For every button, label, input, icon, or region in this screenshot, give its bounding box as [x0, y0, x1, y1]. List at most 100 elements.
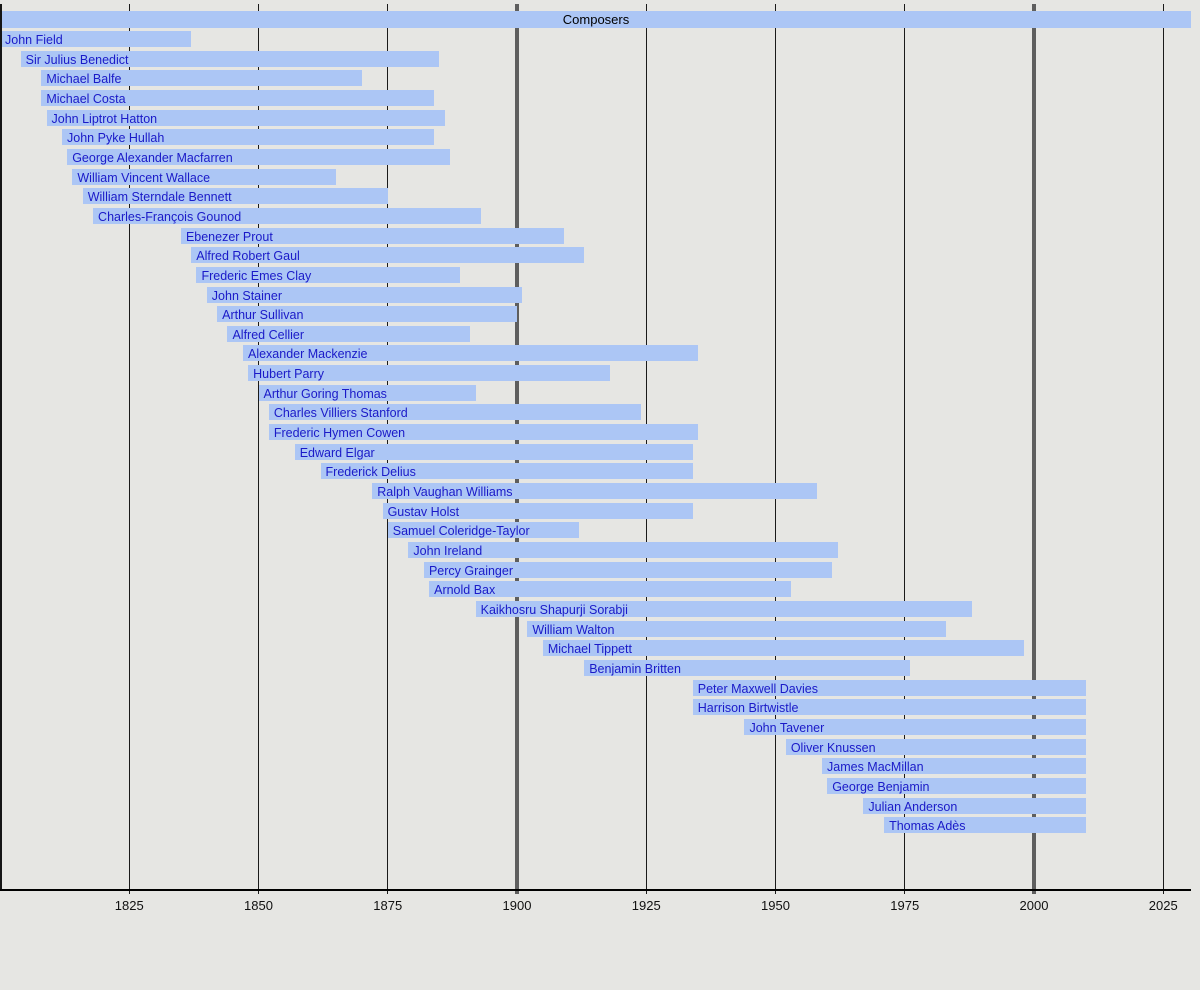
- bar-george-alexander-macfarren: George Alexander Macfarren: [67, 148, 450, 165]
- label-benjamin-britten[interactable]: Benjamin Britten: [589, 661, 681, 676]
- label-john-pyke-hullah[interactable]: John Pyke Hullah: [67, 131, 165, 146]
- bar-michael-costa: Michael Costa: [41, 89, 435, 106]
- bar-julian-anderson: Julian Anderson: [863, 797, 1086, 814]
- bar-alexander-mackenzie: Alexander Mackenzie: [242, 345, 698, 362]
- axis-label-1900: 1900: [502, 898, 532, 913]
- label-gustav-holst[interactable]: Gustav Holst: [387, 504, 460, 519]
- bar-michael-tippett: Michael Tippett: [542, 640, 1024, 657]
- label-michael-costa[interactable]: Michael Costa: [46, 91, 126, 106]
- label-george-alexander-macfarren[interactable]: George Alexander Macfarren: [72, 150, 233, 165]
- label-kaikhosru-shapurji-sorabji[interactable]: Kaikhosru Shapurji Sorabji: [480, 602, 628, 617]
- bar-hubert-parry: Hubert Parry: [248, 365, 611, 382]
- label-john-ireland[interactable]: John Ireland: [413, 544, 483, 559]
- bar-william-walton: William Walton: [527, 620, 947, 637]
- bar-sir-julius-benedict: Sir Julius Benedict: [20, 50, 440, 67]
- bar-alfred-cellier: Alfred Cellier: [227, 325, 471, 342]
- axis-label-1850: 1850: [244, 898, 273, 913]
- bar-john-liptrot-hatton: John Liptrot Hatton: [46, 109, 445, 126]
- axis-baseline: [0, 889, 1191, 891]
- label-alfred-robert-gaul[interactable]: Alfred Robert Gaul: [196, 249, 300, 264]
- bar-arnold-bax: Arnold Bax: [429, 581, 791, 598]
- axis-label-2000: 2000: [1019, 898, 1049, 913]
- bar-charles-villiers-stanford: Charles Villiers Stanford: [268, 404, 642, 421]
- bar-james-macmillan: James MacMillan: [822, 758, 1086, 775]
- gridline-2025: [1162, 4, 1164, 894]
- axis-label-1825: 1825: [114, 898, 144, 913]
- label-william-walton[interactable]: William Walton: [532, 622, 615, 637]
- timeline-title: Composers: [562, 12, 630, 27]
- gridline-1975: [904, 4, 906, 894]
- label-john-tavener[interactable]: John Tavener: [749, 720, 825, 735]
- label-edward-elgar[interactable]: Edward Elgar: [299, 445, 375, 460]
- label-percy-grainger[interactable]: Percy Grainger: [428, 563, 513, 578]
- bar-michael-balfe: Michael Balfe: [41, 70, 362, 87]
- label-michael-tippett[interactable]: Michael Tippett: [547, 642, 632, 657]
- bar-john-tavener: John Tavener: [744, 718, 1086, 735]
- bar-edward-elgar: Edward Elgar: [294, 443, 693, 460]
- label-john-liptrot-hatton[interactable]: John Liptrot Hatton: [51, 111, 158, 126]
- label-arnold-bax[interactable]: Arnold Bax: [434, 583, 496, 598]
- gridline-1950: [775, 4, 776, 894]
- axis-label-1950: 1950: [761, 898, 790, 913]
- label-james-macmillan[interactable]: James MacMillan: [827, 760, 924, 775]
- label-john-field[interactable]: John Field: [5, 33, 63, 47]
- axis-label-1875: 1875: [373, 898, 403, 913]
- bar-alfred-robert-gaul: Alfred Robert Gaul: [191, 247, 585, 264]
- bar-ebenezer-prout: Ebenezer Prout: [180, 227, 564, 244]
- label-sir-julius-benedict[interactable]: Sir Julius Benedict: [25, 52, 129, 67]
- label-ralph-vaughan-williams[interactable]: Ralph Vaughan Williams: [377, 485, 513, 500]
- label-thomas-ad-s[interactable]: Thomas Adès: [889, 819, 966, 834]
- bar-thomas-ad-s: Thomas Adès: [884, 817, 1086, 834]
- bar-john-stainer: John Stainer: [206, 286, 523, 303]
- label-arthur-goring-thomas[interactable]: Arthur Goring Thomas: [263, 386, 387, 401]
- label-charles-villiers-stanford[interactable]: Charles Villiers Stanford: [273, 406, 408, 421]
- bar-oliver-knussen: Oliver Knussen: [785, 738, 1086, 755]
- bar-charles-fran-ois-gounod: Charles-François Gounod: [93, 207, 481, 224]
- bar-frederic-emes-clay: Frederic Emes Clay: [196, 266, 461, 283]
- bar-peter-maxwell-davies: Peter Maxwell Davies: [692, 679, 1086, 696]
- label-peter-maxwell-davies[interactable]: Peter Maxwell Davies: [697, 681, 818, 696]
- bar-john-ireland: John Ireland: [408, 542, 838, 559]
- bar-gustav-holst: Gustav Holst: [382, 502, 693, 519]
- label-william-sterndale-bennett[interactable]: William Sterndale Bennett: [87, 190, 232, 205]
- label-alexander-mackenzie[interactable]: Alexander Mackenzie: [247, 347, 368, 362]
- label-william-vincent-wallace[interactable]: William Vincent Wallace: [77, 170, 211, 185]
- label-oliver-knussen[interactable]: Oliver Knussen: [790, 740, 876, 755]
- bar-george-benjamin: George Benjamin: [827, 777, 1086, 794]
- label-frederic-emes-clay[interactable]: Frederic Emes Clay: [201, 268, 312, 283]
- bar-william-sterndale-bennett: William Sterndale Bennett: [82, 188, 388, 205]
- label-ebenezer-prout[interactable]: Ebenezer Prout: [185, 229, 273, 244]
- bar-percy-grainger: Percy Grainger: [423, 561, 833, 578]
- gridline-2000: [1032, 4, 1036, 894]
- axis-label-1975: 1975: [890, 898, 920, 913]
- bar-john-pyke-hullah: John Pyke Hullah: [62, 129, 435, 146]
- label-michael-balfe[interactable]: Michael Balfe: [46, 72, 122, 87]
- label-frederick-delius[interactable]: Frederick Delius: [325, 465, 416, 480]
- label-harrison-birtwistle[interactable]: Harrison Birtwistle: [697, 701, 799, 716]
- bar-frederic-hymen-cowen: Frederic Hymen Cowen: [268, 424, 698, 441]
- plot-left-border: [0, 4, 2, 890]
- label-samuel-coleridge-taylor[interactable]: Samuel Coleridge-Taylor: [392, 524, 530, 539]
- bar-ralph-vaughan-williams: Ralph Vaughan Williams: [372, 483, 817, 500]
- timeline-header-bar: Composers: [1, 11, 1191, 28]
- axis-label-1925: 1925: [631, 898, 661, 913]
- gridline-1850: [258, 4, 259, 894]
- label-charles-fran-ois-gounod[interactable]: Charles-François Gounod: [98, 209, 242, 224]
- bar-frederick-delius: Frederick Delius: [320, 463, 693, 480]
- bar-arthur-goring-thomas: Arthur Goring Thomas: [258, 384, 476, 401]
- gridline-1825: [128, 4, 130, 894]
- label-julian-anderson[interactable]: Julian Anderson: [868, 799, 958, 814]
- bar-harrison-birtwistle: Harrison Birtwistle: [692, 699, 1086, 716]
- label-arthur-sullivan[interactable]: Arthur Sullivan: [222, 308, 304, 323]
- bar-samuel-coleridge-taylor: Samuel Coleridge-Taylor: [387, 522, 580, 539]
- bar-william-vincent-wallace: William Vincent Wallace: [72, 168, 337, 185]
- label-alfred-cellier[interactable]: Alfred Cellier: [232, 327, 305, 342]
- axis-label-2025: 2025: [1148, 898, 1178, 913]
- label-john-stainer[interactable]: John Stainer: [211, 288, 282, 303]
- label-george-benjamin[interactable]: George Benjamin: [832, 779, 930, 794]
- bar-john-field: John Field: [0, 31, 192, 47]
- label-frederic-hymen-cowen[interactable]: Frederic Hymen Cowen: [273, 426, 406, 441]
- label-hubert-parry[interactable]: Hubert Parry: [253, 367, 325, 382]
- bar-benjamin-britten: Benjamin Britten: [584, 659, 910, 676]
